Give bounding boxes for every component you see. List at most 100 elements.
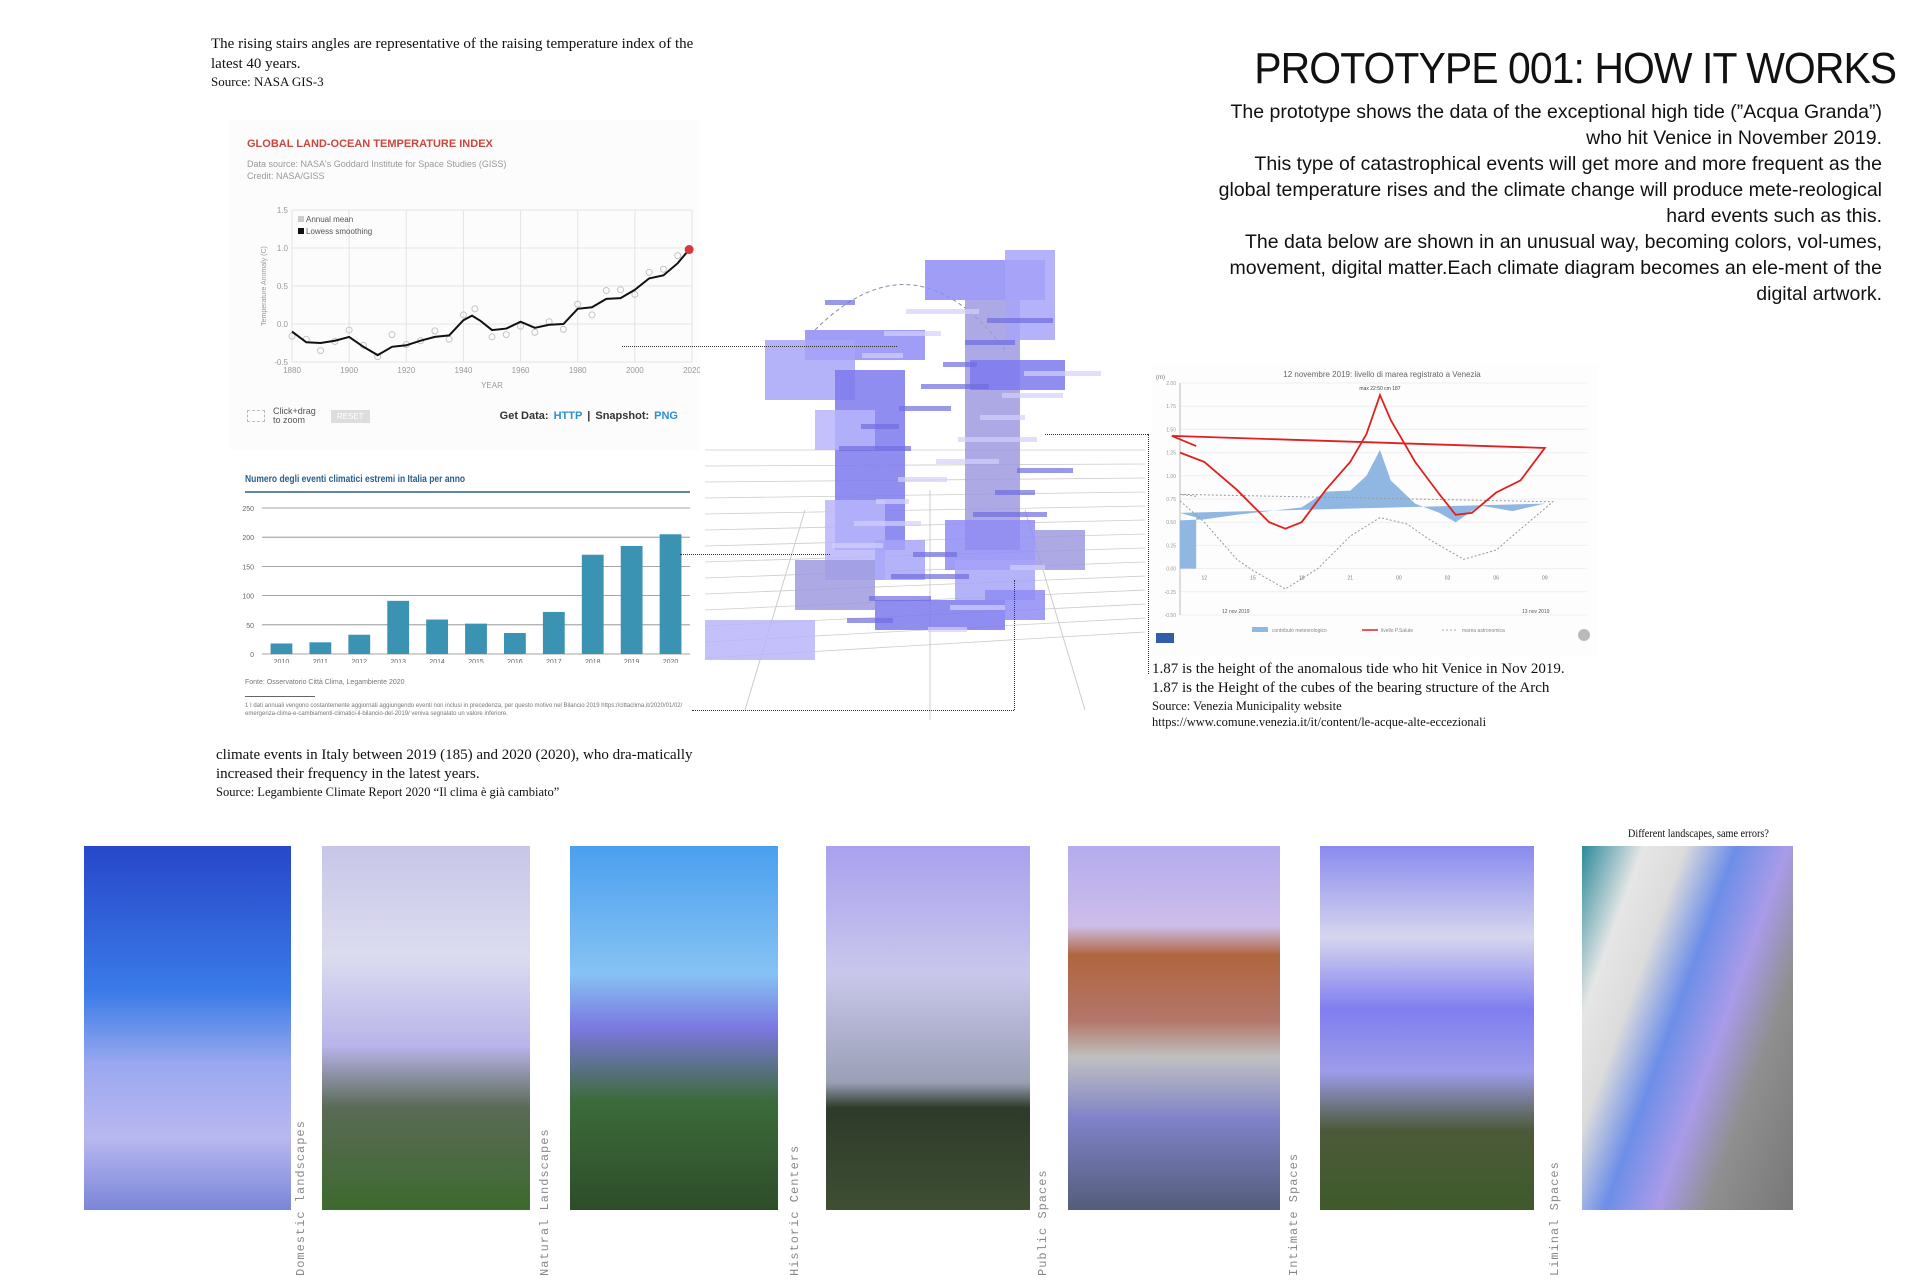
paragraph: This type of catastrophical events will … [1218,153,1882,227]
y-tick-label: 150 [242,564,254,571]
x-tick-label: 21 [1347,576,1353,582]
y-tick-label: 0.25 [1166,543,1176,549]
y-tick-label: 0.5 [277,282,289,291]
digital-arch-artwork [705,250,1145,720]
gallery-label: Historic Centers [788,1144,802,1276]
annual-mean-point [617,286,625,294]
legend-swatch [298,228,304,234]
glitch-stripe [1017,468,1073,473]
glitch-stripe [950,605,1005,610]
source-line: Data source: NASA's Goddard Institute fo… [247,159,507,169]
lowess-line [291,248,690,357]
y-tick-label: 200 [242,535,254,542]
temperature-chart[interactable]: -0.5 0.0 0.5 1.0 1.5 1880 1900 1920 1940 1960 1980… [230,190,700,390]
x-tick-label: 2010 [274,659,290,663]
y-tick-label: 250 [242,506,254,513]
annual-mean-point [574,300,582,308]
caption-source: Source: Legambiente Climate Report 2020 … [216,785,560,799]
photo-intimate[interactable] [1320,846,1534,1210]
annual-mean-point [602,287,610,295]
x-tick-label: 1920 [397,366,415,375]
y-axis-label: Temperature Anomaly (C) [261,246,268,326]
glitch-stripe [825,300,855,305]
bar [387,600,410,654]
chart-title: GLOBAL LAND-OCEAN TEMPERATURE INDEX [247,138,493,150]
bar [620,545,643,654]
annual-mean-point [471,305,479,313]
glitch-stripe [987,318,1053,323]
perspective-line [705,575,1145,595]
city-seal-icon [1578,629,1590,641]
perspective-line [705,519,1145,531]
page-title: PROTOTYPE 001: HOW IT WORKS [1254,44,1897,93]
legend-entry: livello P.Salute [1381,628,1413,634]
bar [504,632,526,654]
glitch-stripe [884,331,941,336]
annual-mean-point [459,311,467,319]
x-tick-label: 15 [1250,576,1256,582]
nasa-temperature-widget: GLOBAL LAND-OCEAN TEMPERATURE INDEX Data… [230,120,700,450]
x-tick-label: 2011 [313,659,328,663]
annual-mean-point [288,332,296,340]
connector-line [1148,434,1149,674]
glitch-block [875,540,925,580]
glitch-block [795,560,875,610]
meteorological-area [1180,449,1545,569]
glitch-stripe [958,437,1037,442]
caption-line: 1.87 is the height of the anomalous tide… [1152,661,1565,677]
legend-entry: marea astronomica [1462,628,1505,634]
sea-level-line [1171,392,1547,530]
glitch-stripe [1024,371,1101,376]
y-tick-label: 50 [246,623,254,630]
x-tick-label: 12 [1202,576,1208,582]
date-label: 12 nov 2019 [1222,609,1250,615]
intro-source: Source: NASA GIS-3 [211,74,324,89]
connector-line [692,710,1014,711]
annual-mean-point [431,327,439,335]
http-link[interactable]: HTTP [553,410,583,422]
bar [348,634,371,654]
glitch-stripe [928,627,967,632]
annual-mean-point [445,335,453,343]
x-tick-label: 00 [1396,576,1402,582]
photo-liminal[interactable] [1582,846,1793,1210]
gallery-label: Liminal Spaces [1548,1161,1562,1276]
zoom-hint: Click+drag to zoom [273,406,316,425]
photo-historic[interactable] [570,846,778,1210]
glitch-stripe [1002,393,1063,398]
y-tick-label: 0 [250,652,254,659]
y-tick-label: 1.50 [1166,427,1176,433]
annual-mean-point [559,325,567,333]
glitch-stripe [921,384,989,389]
divider [245,696,315,697]
photo-domestic[interactable] [84,846,291,1210]
photo-public-2[interactable] [1068,846,1280,1210]
glitch-stripe [847,618,893,623]
glitch-block [815,410,875,450]
bar [659,534,682,654]
glitch-stripe [943,362,977,367]
source-url[interactable]: https://www.comune.venezia.it/it/content… [1152,715,1487,729]
y-tick-label: 1.75 [1166,404,1176,410]
tide-caption: 1.87 is the height of the anomalous tide… [1152,660,1672,730]
caption-line: 1.87 is the Height of the cubes of the b… [1152,680,1550,696]
glitch-block [1035,530,1085,570]
get-data-label: Get Data: [499,410,549,422]
reset-button[interactable]: RESET [331,409,370,423]
png-link[interactable]: PNG [654,410,678,422]
annual-mean-point [674,252,682,260]
paragraph: The prototype shows the data of the exce… [1230,101,1882,149]
separator: | [587,410,591,422]
y-tick-label: -0.25 [1165,590,1177,596]
annual-mean-point [502,331,510,339]
photo-natural[interactable] [322,846,530,1210]
annual-mean-point [517,322,525,330]
x-tick-label: 2015 [468,659,484,663]
glitch-stripe [995,490,1035,495]
photo-public-1[interactable] [826,846,1030,1210]
x-tick-label: 2018 [585,659,601,663]
bar [426,619,448,654]
y-tick-label: 1.25 [1166,451,1176,457]
y-tick-label: 2.00 [1166,381,1176,387]
bar [465,623,487,654]
